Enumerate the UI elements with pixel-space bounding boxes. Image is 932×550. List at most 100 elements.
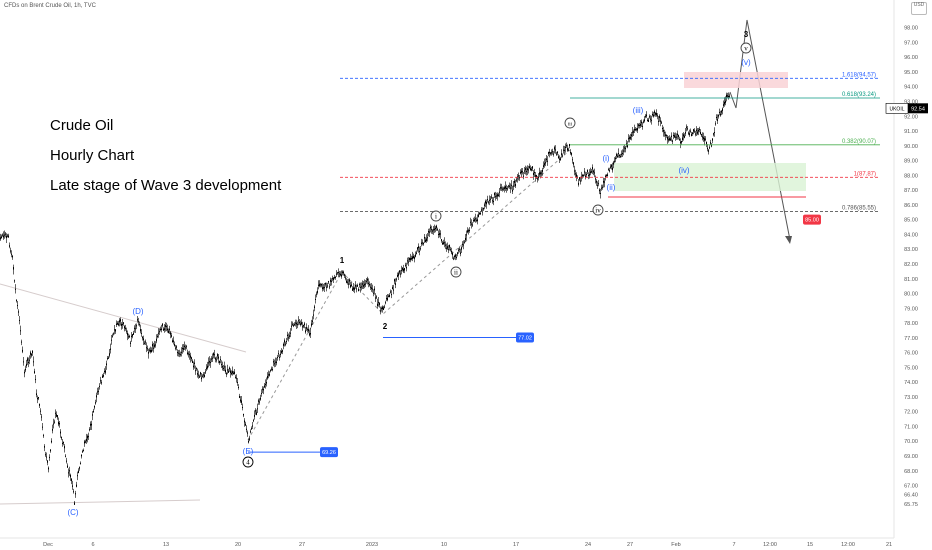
candle-body: [20, 330, 21, 332]
candle-body: [593, 170, 594, 173]
candle-body: [79, 467, 80, 469]
candle-body: [680, 141, 681, 144]
candle-body: [115, 329, 116, 332]
candle-body: [246, 428, 247, 430]
candle-body: [346, 280, 347, 283]
candle-body: [122, 323, 123, 325]
fib-label: 0.618(93.24): [842, 92, 876, 98]
y-tick-label: 93.00: [904, 100, 918, 106]
candle-body: [235, 376, 236, 378]
y-tick-label: 94.00: [904, 85, 918, 91]
candle-body: [155, 344, 156, 346]
candle-body: [140, 329, 141, 332]
candle-body: [299, 321, 300, 324]
candle-body: [653, 114, 654, 117]
candle-body: [722, 108, 723, 111]
candle-body: [648, 119, 649, 122]
candle-body: [264, 385, 265, 388]
candle-body: [683, 134, 684, 137]
candle-body: [441, 239, 442, 241]
candle-body: [212, 357, 213, 359]
wave-label: (D): [132, 307, 143, 316]
candle-body: [242, 406, 243, 408]
candle-body: [176, 346, 177, 348]
candle-body: [414, 257, 415, 259]
candle-body: [398, 273, 399, 276]
candle-body: [59, 422, 60, 425]
candle-body: [284, 340, 285, 343]
candle-body: [214, 354, 215, 356]
candle-body: [357, 285, 358, 287]
price-tag-label: 69.26: [322, 450, 336, 456]
candle-body: [560, 158, 561, 161]
candle-body: [582, 175, 583, 177]
candle-body: [183, 348, 184, 350]
candle-body: [547, 160, 548, 162]
candle-body: [58, 421, 59, 425]
projection-arrowhead: [785, 236, 792, 244]
price-tag-bg: [320, 447, 338, 458]
candle-body: [403, 268, 404, 272]
candle-body: [502, 188, 503, 190]
y-tick-label: 81.00: [904, 277, 918, 283]
price-tag-bg: [803, 214, 821, 225]
candle-body: [426, 238, 427, 241]
candle-body: [70, 474, 71, 478]
y-tick-label: 76.00: [904, 351, 918, 357]
y-tick-label: 78.00: [904, 321, 918, 327]
candle-body: [395, 283, 396, 285]
candle-body: [693, 129, 694, 132]
candle-body: [217, 354, 218, 357]
candle-body: [396, 278, 397, 280]
candle-body: [691, 134, 692, 137]
candle-body: [321, 283, 322, 286]
candle-body: [110, 348, 111, 350]
candle-body: [715, 123, 716, 125]
candle-body: [286, 341, 287, 343]
candle-body: [407, 260, 408, 262]
wave-dashed-path: [247, 149, 571, 441]
candle-body: [461, 247, 462, 250]
wave-circle: [740, 42, 752, 54]
candle-body: [238, 386, 239, 388]
candle-body: [557, 151, 558, 154]
candle-body: [626, 143, 627, 145]
candle-body: [678, 135, 679, 137]
candle-body: [60, 431, 61, 434]
candle-body: [663, 129, 664, 132]
candle-body: [464, 241, 465, 243]
candle-body: [38, 396, 39, 399]
candle-body: [392, 287, 393, 290]
candle-body: [475, 218, 476, 220]
candle-body: [198, 374, 199, 376]
candle-body: [269, 373, 270, 376]
candle-body: [28, 361, 29, 363]
candle-body: [150, 350, 151, 352]
candle-body: [435, 227, 436, 230]
candle-body: [588, 175, 589, 177]
candle-body: [26, 363, 27, 367]
wave-circle: [450, 266, 462, 278]
fib-levels: 1.618(94.57) 0.618(93.24) 0.382(90.07) 1(87…: [340, 72, 880, 212]
candle-body: [207, 365, 208, 369]
candle-body: [672, 140, 673, 142]
wave-label: 2: [383, 322, 388, 331]
candle-body: [674, 135, 675, 138]
candle-body: [702, 136, 703, 138]
candle-body: [143, 338, 144, 341]
currency-button[interactable]: USD: [911, 2, 927, 15]
x-tick-label: 7: [732, 542, 735, 548]
note-crude-oil: Crude Oil: [50, 117, 114, 134]
candle-body: [628, 138, 629, 140]
projection-path: [729, 19, 791, 241]
candle-body: [505, 186, 506, 189]
wave-circle: [242, 456, 254, 468]
candle-body: [418, 246, 419, 249]
candle-body: [74, 502, 75, 505]
wave-label: (iii): [633, 106, 644, 115]
candle-body: [387, 297, 388, 301]
candle-body: [566, 145, 567, 147]
candle-body: [394, 279, 395, 282]
candle-body: [133, 332, 134, 335]
